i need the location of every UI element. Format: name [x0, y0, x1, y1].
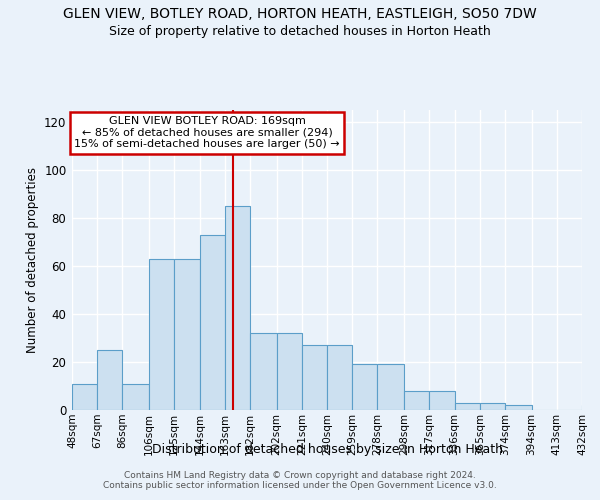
- Bar: [225, 206, 250, 410]
- Bar: [404, 391, 429, 410]
- Bar: [302, 345, 327, 410]
- Bar: [277, 333, 302, 410]
- Bar: [327, 345, 352, 410]
- Text: GLEN VIEW BOTLEY ROAD: 169sqm
← 85% of detached houses are smaller (294)
15% of : GLEN VIEW BOTLEY ROAD: 169sqm ← 85% of d…: [74, 116, 340, 149]
- Bar: [429, 391, 455, 410]
- Bar: [97, 350, 122, 410]
- Bar: [582, 405, 600, 410]
- Bar: [174, 259, 199, 410]
- Bar: [455, 403, 480, 410]
- Bar: [352, 364, 377, 410]
- Bar: [480, 403, 505, 410]
- Bar: [377, 364, 404, 410]
- Text: Size of property relative to detached houses in Horton Heath: Size of property relative to detached ho…: [109, 25, 491, 38]
- Text: Distribution of detached houses by size in Horton Heath: Distribution of detached houses by size …: [151, 444, 503, 456]
- Text: GLEN VIEW, BOTLEY ROAD, HORTON HEATH, EASTLEIGH, SO50 7DW: GLEN VIEW, BOTLEY ROAD, HORTON HEATH, EA…: [63, 8, 537, 22]
- Bar: [250, 333, 277, 410]
- Bar: [72, 384, 97, 410]
- Y-axis label: Number of detached properties: Number of detached properties: [26, 167, 38, 353]
- Bar: [122, 384, 149, 410]
- Text: Contains HM Land Registry data © Crown copyright and database right 2024.
Contai: Contains HM Land Registry data © Crown c…: [103, 470, 497, 490]
- Bar: [149, 259, 174, 410]
- Bar: [199, 235, 225, 410]
- Bar: [505, 405, 532, 410]
